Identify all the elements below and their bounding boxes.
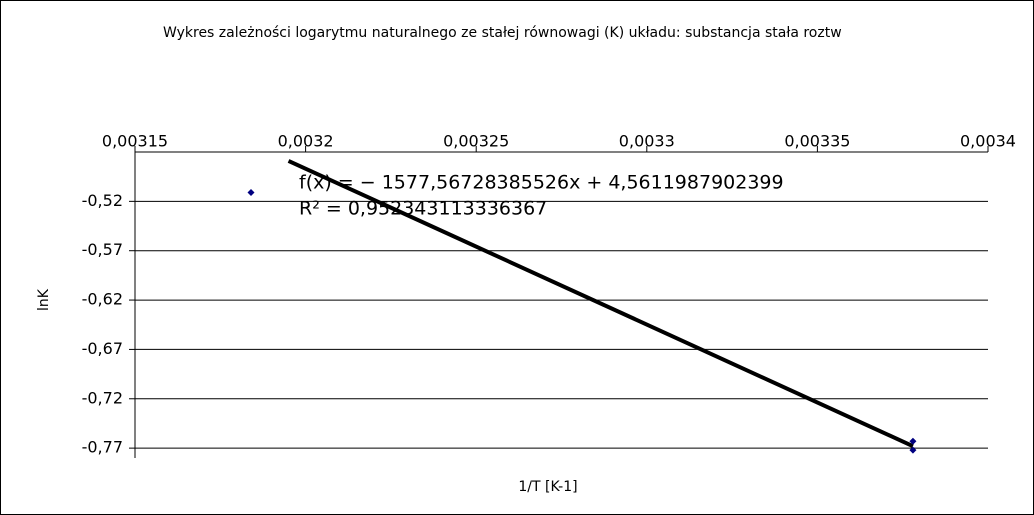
trendline [287,159,914,448]
y-tick-label: -0,77 [82,438,123,457]
x-tick-label: 0,0032 [278,132,334,151]
trend-r-squared: R² = 0,952343113336367 [299,198,547,220]
x-tick-label: 0,0034 [960,132,1016,151]
x-axis-label: 1/T [K-1] [518,479,577,495]
y-tick-label: -0,52 [82,191,123,210]
chart-title: Wykres zależności logarytmu naturalnego … [163,25,842,41]
y-tick-label: -0,62 [82,290,123,309]
x-tick-label: 0,00315 [102,132,168,151]
y-tick-label: -0,72 [82,388,123,407]
y-axis-label: lnK [36,288,52,311]
x-tick-label: 0,0033 [619,132,675,151]
y-tick-label: -0,57 [82,240,123,259]
data-point [909,446,917,454]
x-tick-label: 0,00335 [784,132,850,151]
trend-equation: f(x) = − 1577,56728385526x + 4,561198790… [299,172,784,194]
y-tick-label: -0,67 [82,339,123,358]
data-point [247,188,255,196]
data-point [909,437,917,445]
x-tick-label: 0,00325 [443,132,509,151]
